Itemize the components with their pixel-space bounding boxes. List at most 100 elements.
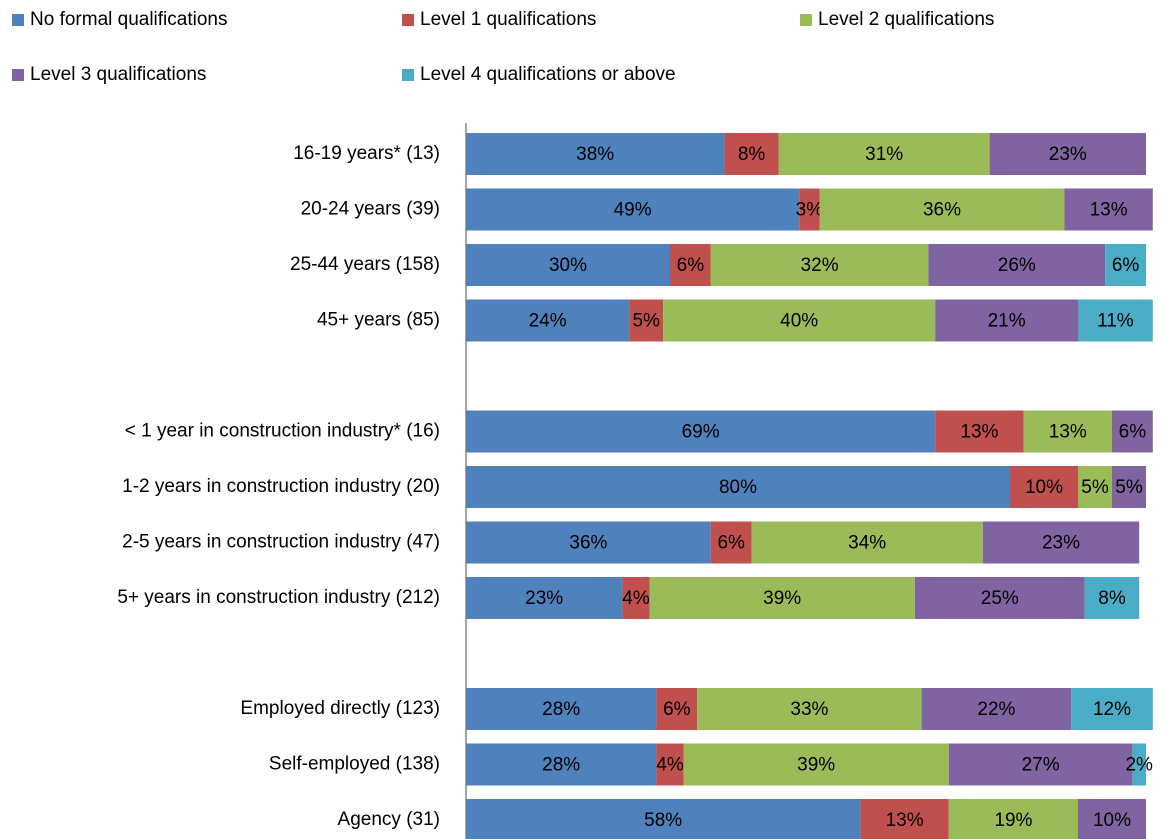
y-tick-label: 2-5 years in construction industry (47) [122, 532, 440, 553]
bar-segment [663, 299, 936, 342]
bar-segment [466, 521, 711, 564]
bar-segment [935, 299, 1078, 342]
y-tick-label: 16-19 years* (13) [293, 143, 440, 164]
bar-segment [670, 244, 711, 286]
bar-segment [724, 133, 779, 175]
bar-segment [466, 244, 670, 286]
bar-segment [989, 133, 1146, 175]
data-label: 80% [719, 477, 757, 498]
y-tick-label: 1-2 years in construction industry (20) [122, 476, 440, 497]
bar-segment [466, 799, 861, 839]
bar-segment [778, 133, 990, 175]
bar-segment [819, 188, 1065, 231]
data-label: 32% [801, 255, 839, 276]
data-label: 23% [525, 588, 563, 609]
data-label: 33% [790, 699, 828, 720]
bar-segment [1078, 299, 1153, 342]
y-tick-label: Agency (31) [338, 809, 440, 830]
data-label: 8% [738, 144, 766, 165]
bar-segment [1112, 410, 1153, 453]
data-label: 28% [542, 699, 580, 720]
legend-label: Level 4 qualifications or above [420, 64, 676, 85]
data-label: 39% [763, 588, 801, 609]
bar-segment [751, 521, 983, 564]
legend-swatch [402, 69, 414, 81]
bar-segment [1132, 743, 1146, 786]
bar-segment [683, 743, 949, 786]
data-label: 10% [1025, 477, 1063, 498]
bar-segment [928, 244, 1106, 286]
bar-segment [982, 521, 1140, 564]
data-label: 58% [644, 810, 682, 831]
y-tick-label: 45+ years (85) [317, 310, 440, 331]
data-label: 5% [1081, 477, 1109, 498]
bar-segment [656, 743, 684, 786]
data-label: 39% [797, 755, 835, 776]
bar-segment [710, 244, 929, 286]
legend-swatch [800, 14, 812, 26]
data-label: 6% [1112, 255, 1140, 276]
data-label: 12% [1093, 699, 1131, 720]
data-label: 36% [923, 200, 961, 221]
bar-segment [948, 799, 1078, 839]
bar-segment [697, 688, 922, 730]
data-label: 21% [988, 311, 1026, 332]
legend-label: Level 3 qualifications [30, 64, 206, 85]
bar-segment [649, 577, 915, 619]
legend-swatch [402, 14, 414, 26]
data-label: 23% [1049, 144, 1087, 165]
data-label: 26% [998, 255, 1036, 276]
data-label: 13% [886, 810, 924, 831]
bar-segment [860, 799, 949, 839]
bar-segment [1071, 688, 1153, 730]
legend-swatch [12, 69, 24, 81]
bar-segment [1078, 466, 1112, 508]
data-label: 25% [981, 588, 1019, 609]
data-label: 5% [1115, 477, 1143, 498]
legend-swatch [12, 14, 24, 26]
bar-segment [466, 188, 800, 231]
data-label: 11% [1097, 311, 1134, 332]
bar-segment [914, 577, 1085, 619]
legend-label: Level 2 qualifications [818, 9, 994, 30]
data-label: 10% [1093, 810, 1131, 831]
data-label: 19% [994, 810, 1032, 831]
y-tick-label: 5+ years in construction industry (212) [117, 587, 440, 608]
bar-segment [921, 688, 1072, 730]
bar-segment [466, 466, 1010, 508]
bar-segment [466, 577, 623, 619]
bar-segment [1064, 188, 1153, 231]
data-label: 13% [1090, 200, 1128, 221]
data-label: 34% [848, 533, 886, 554]
data-label: 6% [663, 699, 691, 720]
data-label: 69% [682, 422, 720, 443]
y-tick-label: < 1 year in construction industry* (16) [125, 421, 440, 442]
data-label: 28% [542, 755, 580, 776]
data-label: 30% [549, 255, 587, 276]
data-label: 40% [780, 311, 818, 332]
bar-segment [466, 299, 630, 342]
bar-segment [466, 410, 936, 453]
data-label: 23% [1042, 533, 1080, 554]
data-label: 3% [796, 200, 824, 221]
bar-segment [799, 188, 820, 231]
bar-segment [1078, 799, 1146, 839]
y-tick-label: 25-44 years (158) [290, 254, 440, 275]
y-tick-label: Employed directly (123) [240, 698, 440, 719]
bar-segment [629, 299, 664, 342]
bar-segment [1105, 244, 1146, 286]
data-label: 38% [576, 144, 614, 165]
data-label: 6% [677, 255, 705, 276]
data-label: 6% [1119, 422, 1147, 443]
legend-label: No formal qualifications [30, 9, 227, 30]
data-label: 13% [960, 422, 998, 443]
bar-segment [466, 743, 657, 786]
data-label: 4% [656, 755, 684, 776]
data-label: 4% [622, 588, 650, 609]
bar-segment [1010, 466, 1078, 508]
data-label: 13% [1049, 422, 1087, 443]
data-label: 27% [1022, 755, 1060, 776]
y-tick-label: 20-24 years (39) [301, 199, 440, 220]
data-label: 31% [865, 144, 903, 165]
